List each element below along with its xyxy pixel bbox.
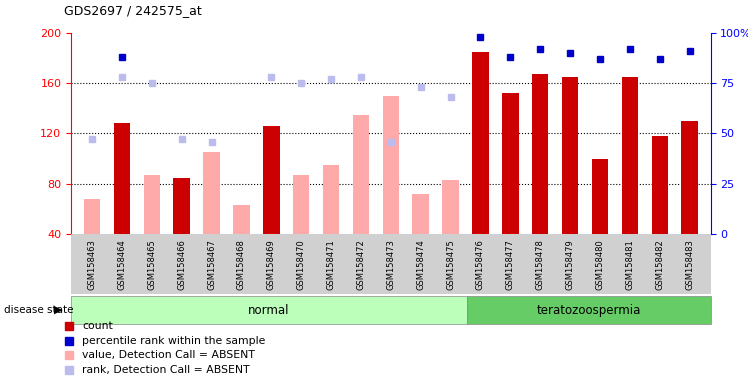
Bar xyxy=(144,175,160,234)
Bar xyxy=(353,114,370,234)
Text: disease state: disease state xyxy=(4,305,73,315)
Bar xyxy=(467,296,711,324)
Text: GSM158463: GSM158463 xyxy=(88,239,96,290)
Text: GSM158474: GSM158474 xyxy=(416,239,425,290)
Text: GSM158471: GSM158471 xyxy=(327,239,336,290)
Bar xyxy=(562,77,578,234)
Bar xyxy=(532,74,548,234)
Bar xyxy=(442,180,459,234)
Text: GSM158482: GSM158482 xyxy=(655,239,664,290)
Text: GSM158467: GSM158467 xyxy=(207,239,216,290)
Bar xyxy=(383,96,399,234)
Bar xyxy=(114,123,130,234)
Text: GSM158483: GSM158483 xyxy=(685,239,694,290)
Bar xyxy=(502,93,518,234)
Text: GSM158473: GSM158473 xyxy=(386,239,396,290)
Text: GSM158475: GSM158475 xyxy=(446,239,455,290)
Text: percentile rank within the sample: percentile rank within the sample xyxy=(82,336,266,346)
Text: GSM158465: GSM158465 xyxy=(147,239,156,290)
Text: GSM158477: GSM158477 xyxy=(506,239,515,290)
Text: GSM158480: GSM158480 xyxy=(595,239,604,290)
Bar xyxy=(71,296,467,324)
Bar xyxy=(592,159,608,234)
Text: GSM158466: GSM158466 xyxy=(177,239,186,290)
Text: rank, Detection Call = ABSENT: rank, Detection Call = ABSENT xyxy=(82,365,250,375)
Bar xyxy=(412,194,429,234)
Text: GSM158472: GSM158472 xyxy=(357,239,366,290)
Bar xyxy=(472,51,488,234)
Bar xyxy=(323,165,340,234)
Bar xyxy=(203,152,220,234)
Bar xyxy=(174,177,190,234)
Bar xyxy=(233,205,250,234)
Text: value, Detection Call = ABSENT: value, Detection Call = ABSENT xyxy=(82,350,255,360)
Text: GSM158470: GSM158470 xyxy=(297,239,306,290)
Text: GSM158464: GSM158464 xyxy=(117,239,126,290)
Bar xyxy=(293,175,310,234)
Bar xyxy=(622,77,638,234)
Text: GSM158481: GSM158481 xyxy=(625,239,634,290)
Text: GSM158468: GSM158468 xyxy=(237,239,246,290)
Text: GSM158479: GSM158479 xyxy=(565,239,574,290)
Text: GSM158469: GSM158469 xyxy=(267,239,276,290)
Text: GSM158476: GSM158476 xyxy=(476,239,485,290)
Bar xyxy=(263,126,280,234)
Bar xyxy=(652,136,668,234)
Text: ▶: ▶ xyxy=(54,305,62,315)
Text: GSM158478: GSM158478 xyxy=(536,239,545,290)
Bar xyxy=(84,199,100,234)
Text: GDS2697 / 242575_at: GDS2697 / 242575_at xyxy=(64,4,201,17)
Bar xyxy=(681,121,698,234)
Text: count: count xyxy=(82,321,113,331)
Text: teratozoospermia: teratozoospermia xyxy=(536,304,641,316)
Text: normal: normal xyxy=(248,304,289,316)
